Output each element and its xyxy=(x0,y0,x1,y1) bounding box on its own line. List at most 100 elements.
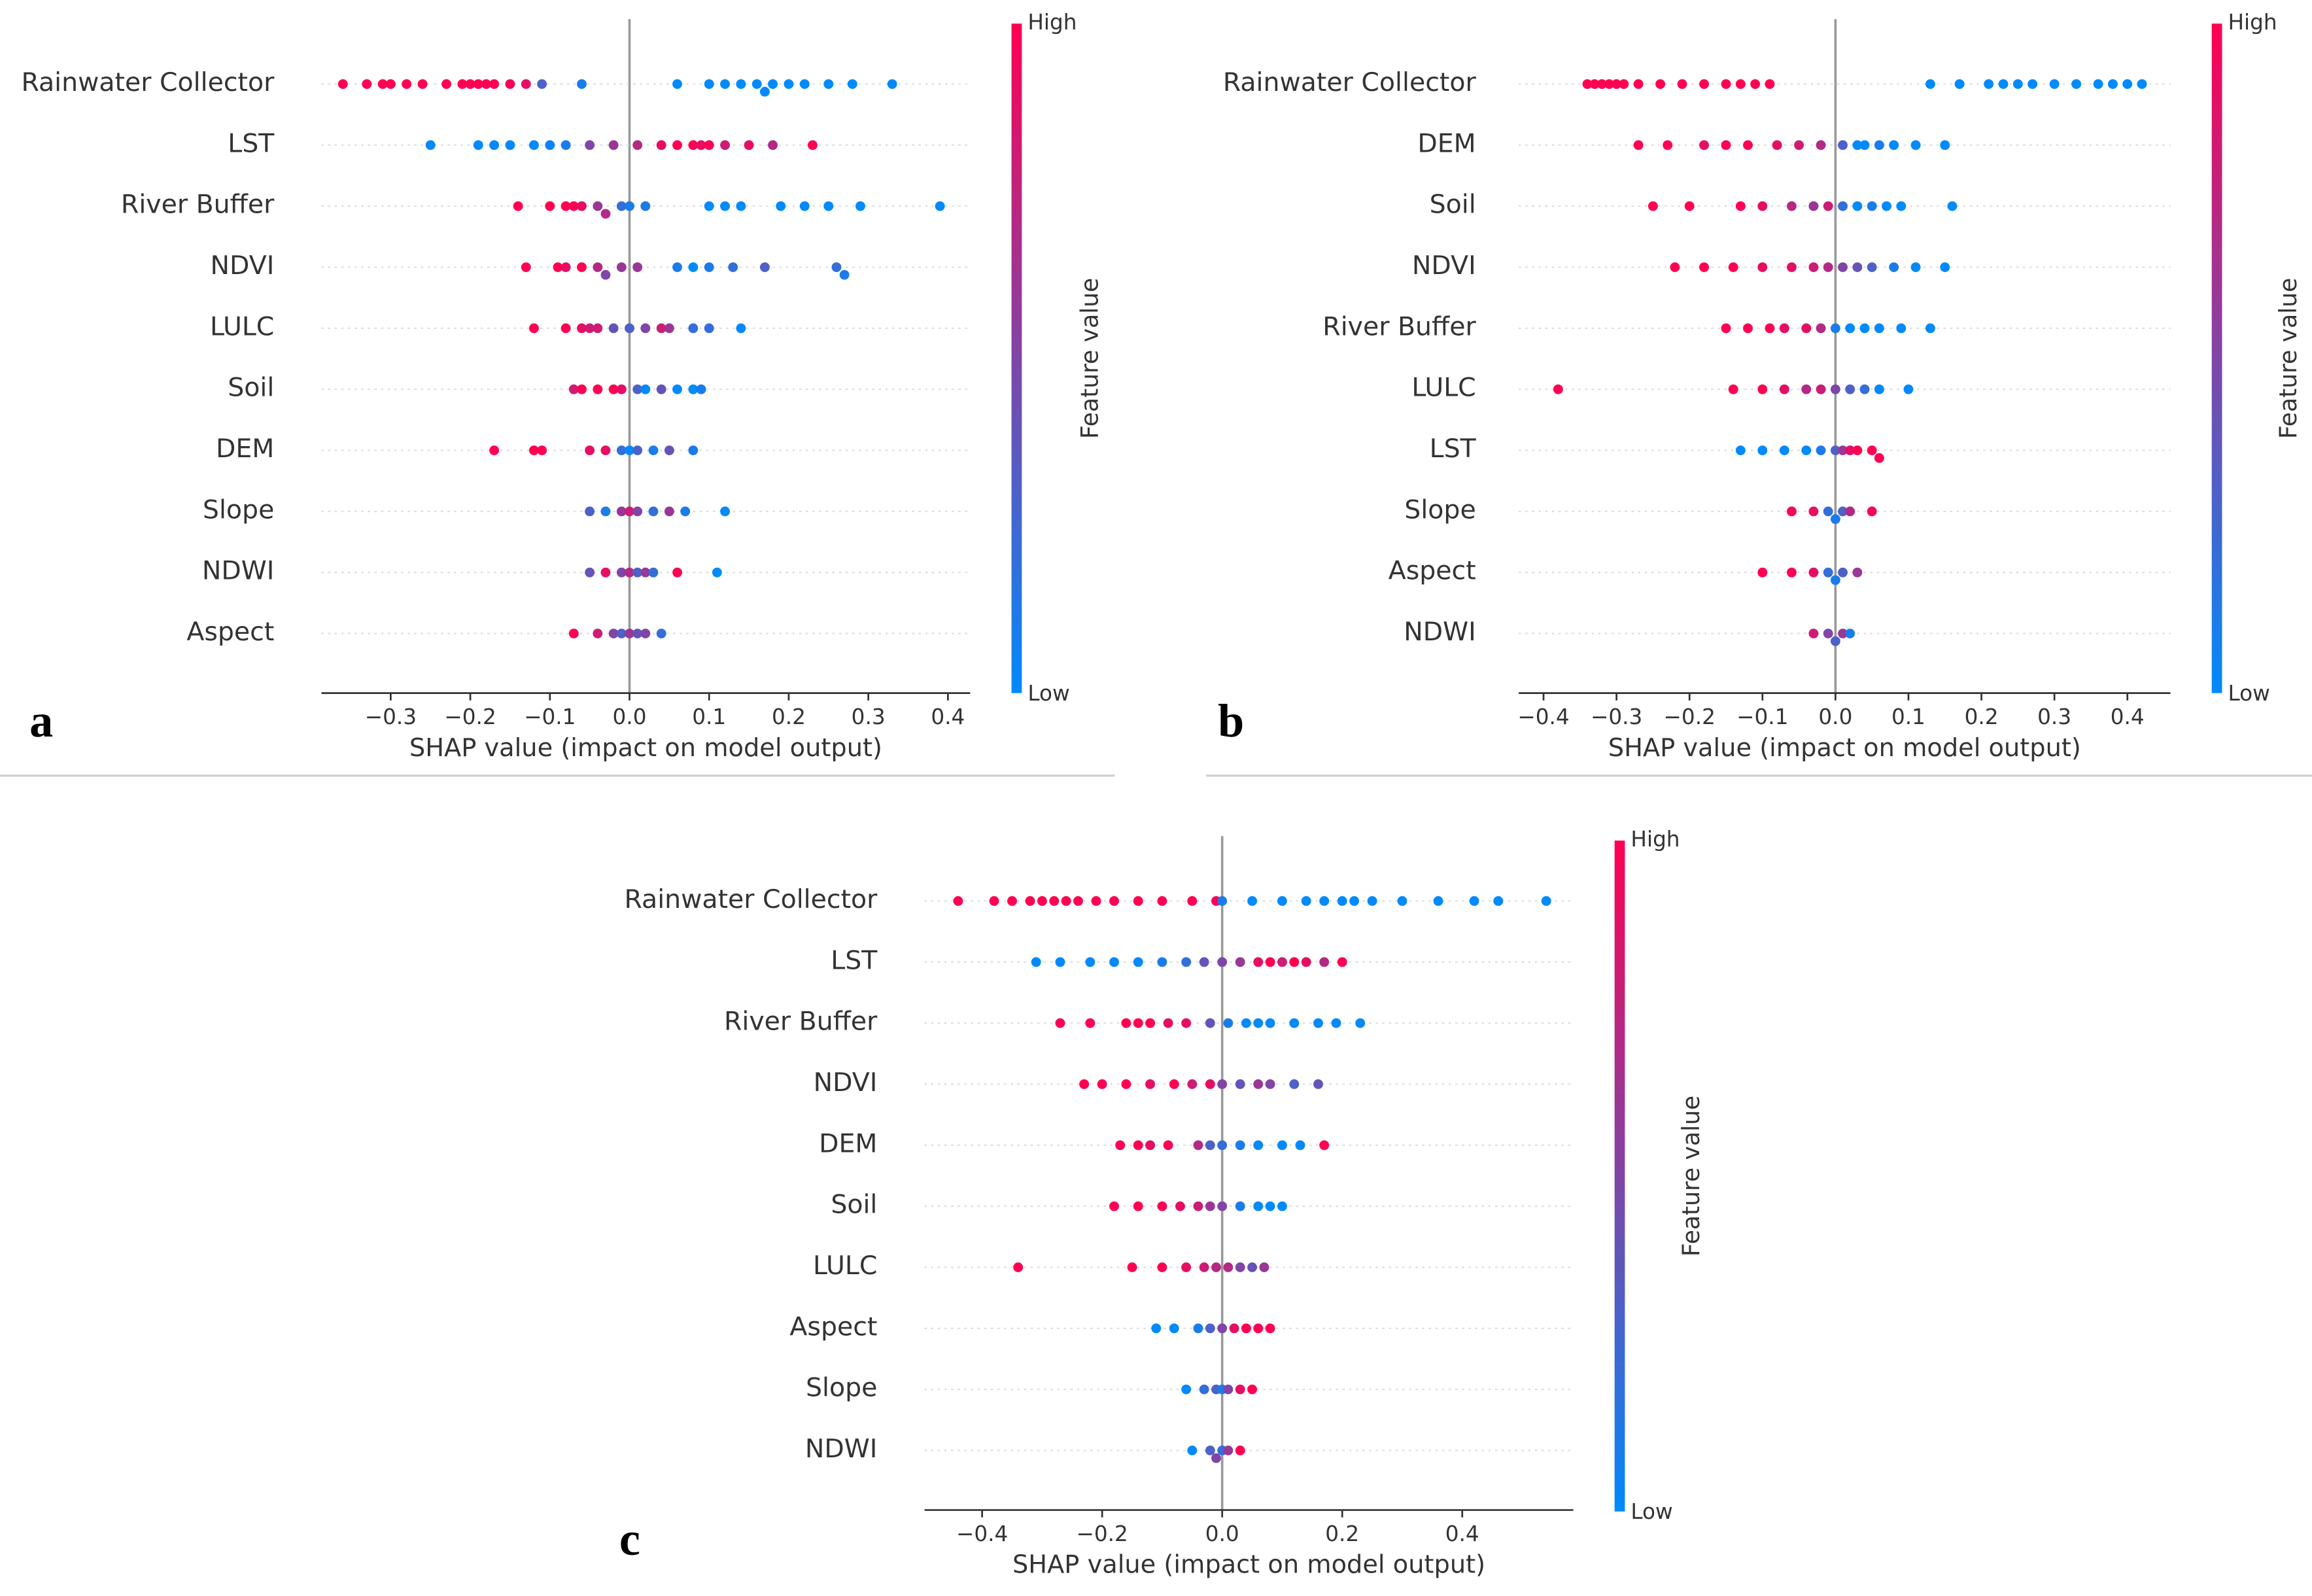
shap-point xyxy=(855,201,865,211)
shap-point xyxy=(720,79,731,89)
shap-point xyxy=(600,209,611,219)
shap-point xyxy=(1217,957,1228,967)
shap-point xyxy=(1699,79,1709,89)
shap-point xyxy=(1253,957,1264,967)
shap-point xyxy=(688,384,699,394)
shap-point xyxy=(1633,140,1644,150)
shap-point xyxy=(537,79,547,89)
shap-point xyxy=(1133,1201,1143,1211)
shap-point xyxy=(1808,201,1819,211)
shap-point xyxy=(1277,957,1287,967)
shap-point xyxy=(473,79,483,89)
shap-point xyxy=(1235,1384,1245,1395)
shap-point xyxy=(1721,140,1731,150)
shap-point xyxy=(608,384,619,394)
shap-point xyxy=(337,79,348,89)
shap-point xyxy=(553,262,563,272)
shap-point xyxy=(1193,1201,1203,1211)
shap-point xyxy=(616,629,627,638)
shap-point xyxy=(1765,79,1775,89)
x-tick-label: −0.1 xyxy=(524,704,576,729)
shap-point xyxy=(1757,384,1768,394)
shap-point xyxy=(1882,201,1891,211)
shap-point xyxy=(1582,79,1593,89)
shap-point xyxy=(1677,79,1687,89)
shap-point xyxy=(768,140,778,150)
shap-point xyxy=(1199,957,1209,967)
shap-point xyxy=(1859,384,1870,394)
x-tick-label: 0.0 xyxy=(613,704,647,729)
shap-point xyxy=(1151,1323,1162,1334)
colorbar-title: Feature value xyxy=(1678,1096,1705,1257)
shap-point xyxy=(616,201,627,211)
shap-point xyxy=(688,445,699,455)
shap-point xyxy=(640,384,651,394)
shap-point xyxy=(1127,1262,1137,1272)
shap-point xyxy=(1145,1140,1156,1151)
shap-point xyxy=(625,629,634,638)
shap-point xyxy=(1199,1262,1209,1272)
shap-point xyxy=(600,445,611,455)
shap-point xyxy=(688,140,699,150)
shap-point xyxy=(1157,1201,1167,1211)
shap-point xyxy=(1199,1384,1209,1395)
shap-point xyxy=(1786,506,1797,517)
shap-point xyxy=(696,140,706,150)
shap-point xyxy=(672,567,682,578)
shap-point xyxy=(585,140,595,150)
shap-point xyxy=(1187,1446,1198,1455)
shap-point xyxy=(625,506,634,517)
shap-point xyxy=(1229,1323,1239,1334)
shap-point xyxy=(1469,896,1479,906)
shap-point xyxy=(1205,1018,1215,1028)
row-label: Slope xyxy=(1404,494,1475,525)
shap-point xyxy=(402,79,412,89)
colorbar-title: Feature value xyxy=(1076,278,1103,439)
x-tick-label: −0.3 xyxy=(1591,704,1642,729)
shap-point xyxy=(2093,79,2103,89)
shap-point xyxy=(1337,896,1347,906)
shap-point xyxy=(1830,323,1840,334)
shap-point xyxy=(1217,1323,1228,1334)
row-label: Rainwater Collector xyxy=(1223,67,1477,97)
shap-point xyxy=(808,140,818,150)
shap-point xyxy=(1830,636,1840,646)
shap-point xyxy=(1145,1018,1156,1028)
shap-point xyxy=(1265,957,1275,967)
shap-point xyxy=(1867,506,1877,517)
shap-point xyxy=(1801,445,1812,455)
colorbar xyxy=(1614,841,1625,1512)
shap-point xyxy=(1852,201,1863,211)
shap-point xyxy=(1211,1262,1221,1272)
x-tick-label: 0.3 xyxy=(852,704,886,729)
shap-point xyxy=(1295,1140,1305,1151)
shap-point xyxy=(1115,1140,1126,1151)
shap-point xyxy=(1757,201,1768,211)
shap-point xyxy=(1845,323,1855,334)
shap-point xyxy=(1301,896,1311,906)
shap-point xyxy=(593,323,603,334)
shap-point xyxy=(1816,445,1826,455)
shap-point xyxy=(1109,1201,1119,1211)
shap-point xyxy=(608,140,619,150)
x-axis-title: SHAP value (impact on model output) xyxy=(1012,1550,1485,1580)
shap-point xyxy=(1121,1018,1131,1028)
shap-point xyxy=(1553,384,1563,394)
row-label: River Buffer xyxy=(1322,311,1476,341)
shap-point xyxy=(1765,323,1775,334)
shap-point xyxy=(625,567,634,578)
shap-point xyxy=(529,323,539,334)
shap-point xyxy=(1205,1140,1215,1151)
x-tick-label: 0.2 xyxy=(772,704,806,729)
shap-point xyxy=(656,323,666,334)
shap-point xyxy=(1265,1079,1275,1089)
shap-point xyxy=(1735,79,1746,89)
shap-point xyxy=(489,140,500,150)
x-tick-label: −0.4 xyxy=(956,1521,1008,1546)
shap-point xyxy=(1055,957,1065,967)
shap-point xyxy=(799,79,810,89)
shap-point xyxy=(1349,896,1360,906)
shap-point xyxy=(1954,79,1965,89)
shap-point xyxy=(1313,1018,1323,1028)
shap-point xyxy=(2049,79,2060,89)
